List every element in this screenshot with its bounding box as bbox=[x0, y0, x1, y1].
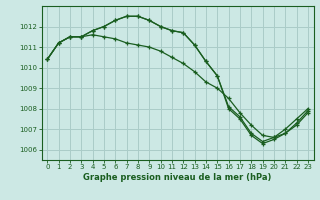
X-axis label: Graphe pression niveau de la mer (hPa): Graphe pression niveau de la mer (hPa) bbox=[84, 173, 272, 182]
